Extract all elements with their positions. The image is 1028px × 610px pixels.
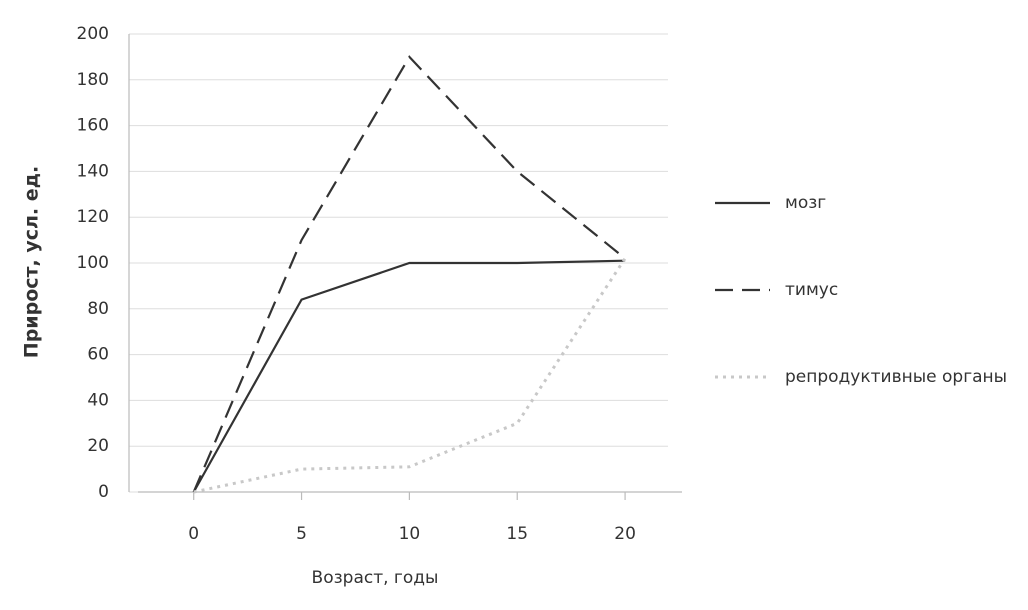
x-axis-label: Возраст, годы [312,568,439,588]
y-tick-label: 140 [77,161,109,181]
line [192,55,626,493]
y-axis-label: Прирост, усл. ед. [21,166,43,358]
x-tick-label: 20 [614,524,636,544]
y-tick-label: 60 [87,345,109,365]
y-tick-label: 0 [98,482,109,502]
y-tick-label: 180 [77,70,109,90]
legend-label: репродуктивные органы [785,367,1007,387]
x-tick-label: 5 [296,524,307,544]
x-tick-label: 10 [399,524,421,544]
y-tick-label: 120 [77,207,109,227]
y-tick-label: 20 [87,436,109,456]
line [193,257,627,494]
x-tick-label: 0 [188,524,199,544]
y-tick-label: 40 [87,390,109,410]
y-tick-label: 100 [77,253,109,273]
y-tick-label: 80 [87,299,109,319]
legend-label: мозг [785,193,826,213]
line [192,259,626,493]
x-tick-label: 15 [506,524,528,544]
y-tick-label: 160 [77,116,109,136]
y-tick-label: 200 [77,24,109,44]
legend-label: тимус [785,280,838,300]
